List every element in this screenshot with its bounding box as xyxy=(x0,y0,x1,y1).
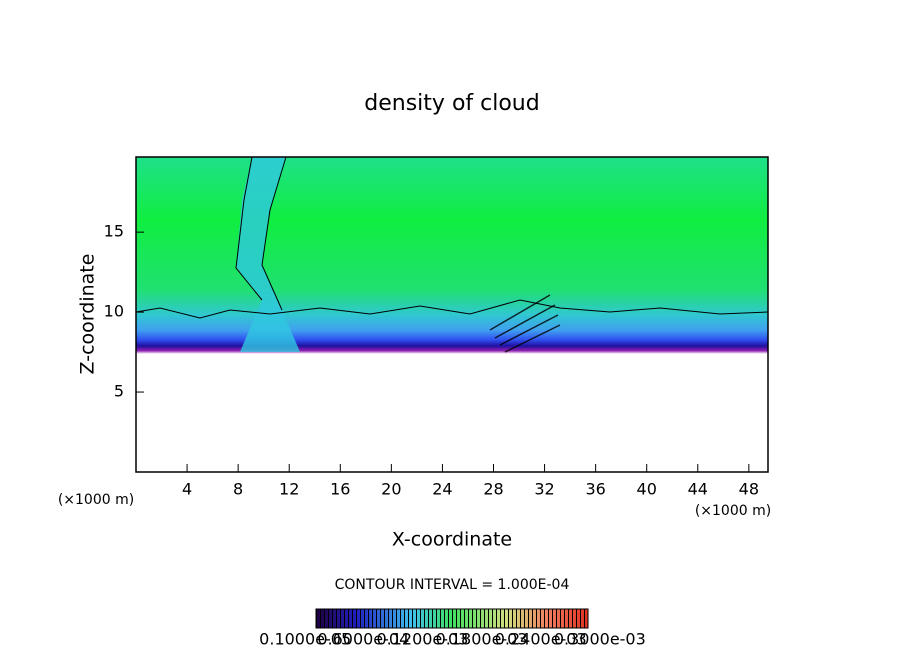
x-tick-label: 48 xyxy=(739,480,759,499)
y-tick-label: 5 xyxy=(114,382,124,401)
colorbar-label: 0.1000e-05 xyxy=(259,630,351,649)
y-unit: (×1000 m) xyxy=(58,492,134,508)
colorbar-label: 0.1800e-03 xyxy=(436,630,528,649)
x-tick-label: 44 xyxy=(688,480,708,499)
contour-interval: CONTOUR INTERVAL = 1.000E-04 xyxy=(335,577,570,593)
colorbar-label: 0.6000e-04 xyxy=(317,630,409,649)
x-tick-label: 8 xyxy=(233,480,243,499)
x-tick-label: 4 xyxy=(182,480,192,499)
colorbar-label: 0.3000e-03 xyxy=(554,630,646,649)
x-unit: (×1000 m) xyxy=(695,503,771,519)
x-tick-label: 40 xyxy=(637,480,657,499)
y-tick-label: 15 xyxy=(104,222,124,241)
x-axis-label: X-coordinate xyxy=(392,529,512,551)
colorbar-label: 0.2400e-03 xyxy=(495,630,587,649)
x-tick-label: 12 xyxy=(279,480,299,499)
x-tick-label: 24 xyxy=(432,480,452,499)
colorbar-levels xyxy=(315,608,589,629)
x-tick-label: 36 xyxy=(585,480,605,499)
y-axis-label: Z-coordinate xyxy=(77,254,99,375)
x-tick-label: 28 xyxy=(483,480,503,499)
x-tick-label: 20 xyxy=(381,480,401,499)
chart-title: density of cloud xyxy=(364,91,539,116)
contour-field xyxy=(135,156,769,473)
x-tick-label: 32 xyxy=(534,480,554,499)
colorbar-label: 0.1200e-03 xyxy=(376,630,468,649)
y-tick-label: 10 xyxy=(104,302,124,321)
x-tick-label: 16 xyxy=(330,480,350,499)
